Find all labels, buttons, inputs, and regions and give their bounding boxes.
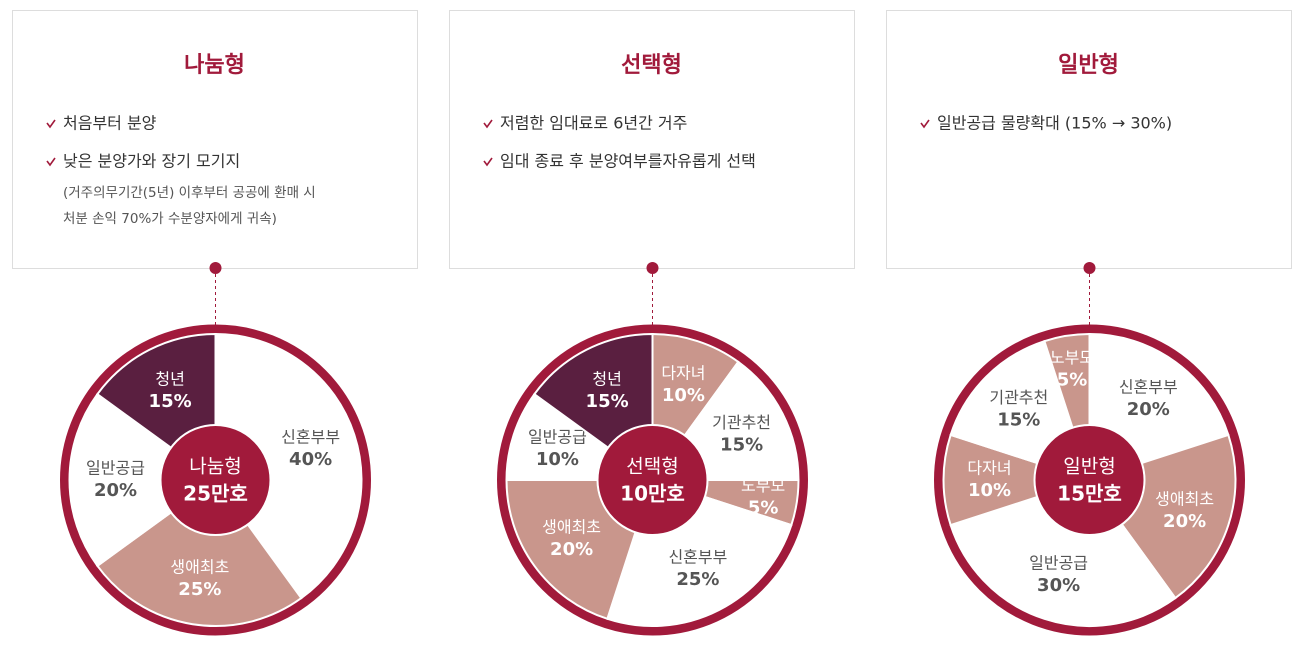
hub-value: 15만호 [1057, 482, 1122, 506]
check-icon [483, 157, 493, 167]
slice-label: 일반공급 [86, 459, 145, 478]
slice-label: 신혼부부 [281, 428, 340, 447]
slice-value: 10% [536, 449, 579, 470]
card-title: 나눔형 [184, 53, 245, 78]
note-text: (거주의무기간(5년) 이후부터 공공에 환매 시 [63, 185, 316, 201]
note-text: 처분 손익 70%가 수분양자에게 귀속) [63, 211, 277, 227]
slice-value: 10% [662, 385, 705, 406]
slice-label: 청년 [592, 369, 621, 388]
bullet-text: 임대 종료 후 분양여부를자유롭게 선택 [500, 152, 756, 171]
card [886, 10, 1292, 269]
slice-label: 노부모 [1050, 348, 1094, 367]
pie-slice [949, 478, 1177, 627]
slice-label: 기관추천 [989, 388, 1048, 407]
connector-dot [646, 262, 659, 274]
hub-label: 일반형 [1063, 456, 1115, 478]
check-icon [483, 119, 493, 129]
pie-slice [68, 392, 218, 568]
connector-dot [1083, 262, 1096, 274]
slice-value: 15% [997, 409, 1040, 430]
slice-value: 15% [720, 435, 763, 456]
bullet-text: 저렴한 임대료로 6년간 거주 [500, 114, 687, 133]
slice-value: 40% [289, 449, 332, 470]
card-title: 일반형 [1058, 53, 1119, 78]
slice-label: 기관추천 [712, 413, 771, 432]
hub-label: 선택형 [626, 456, 678, 478]
slice-value: 30% [1037, 575, 1080, 596]
slice-label: 생애최초 [1155, 489, 1214, 508]
pie-slice [95, 478, 303, 627]
card [12, 10, 418, 269]
slice-value: 15% [586, 391, 629, 412]
slice-value: 10% [968, 480, 1011, 501]
slice-value: 15% [149, 391, 192, 412]
pie-hub [159, 424, 272, 536]
connector-dot [209, 262, 222, 274]
card [449, 10, 855, 269]
bullet-text: 일반공급 물량확대 (15% → 30%) [937, 114, 1172, 133]
slice-value: 20% [550, 539, 593, 560]
slice-label: 다자녀 [967, 459, 1011, 478]
slice-label: 일반공급 [1029, 554, 1088, 573]
check-icon [46, 119, 56, 129]
slice-label: 노부모 [741, 476, 785, 495]
slice-value: 20% [94, 480, 137, 501]
slice-label: 신혼부부 [668, 548, 727, 567]
pie-hub [596, 424, 709, 536]
hub-value: 10만호 [620, 482, 685, 506]
hub-value: 25만호 [183, 482, 248, 506]
slice-label: 신혼부부 [1119, 378, 1178, 397]
slice-value: 5% [1057, 369, 1088, 390]
hub-label: 나눔형 [189, 456, 241, 478]
slice-value: 20% [1127, 399, 1170, 420]
slice-label: 다자녀 [661, 363, 705, 382]
slice-label: 생애최초 [170, 557, 229, 576]
bullet-text: 낮은 분양가와 장기 모기지 [63, 152, 240, 171]
card-title: 선택형 [621, 53, 682, 78]
slice-label: 생애최초 [542, 517, 601, 536]
slice-label: 청년 [155, 369, 184, 388]
pie-hub [1033, 424, 1146, 536]
check-icon [46, 157, 56, 167]
pie-slice [942, 433, 1093, 527]
pie-slice [214, 332, 363, 600]
bullet-text: 처음부터 분양 [63, 114, 157, 133]
slice-value: 20% [1163, 511, 1206, 532]
slice-value: 25% [676, 569, 719, 590]
check-icon [920, 119, 930, 129]
slice-label: 일반공급 [528, 428, 587, 447]
slice-value: 25% [178, 579, 221, 600]
